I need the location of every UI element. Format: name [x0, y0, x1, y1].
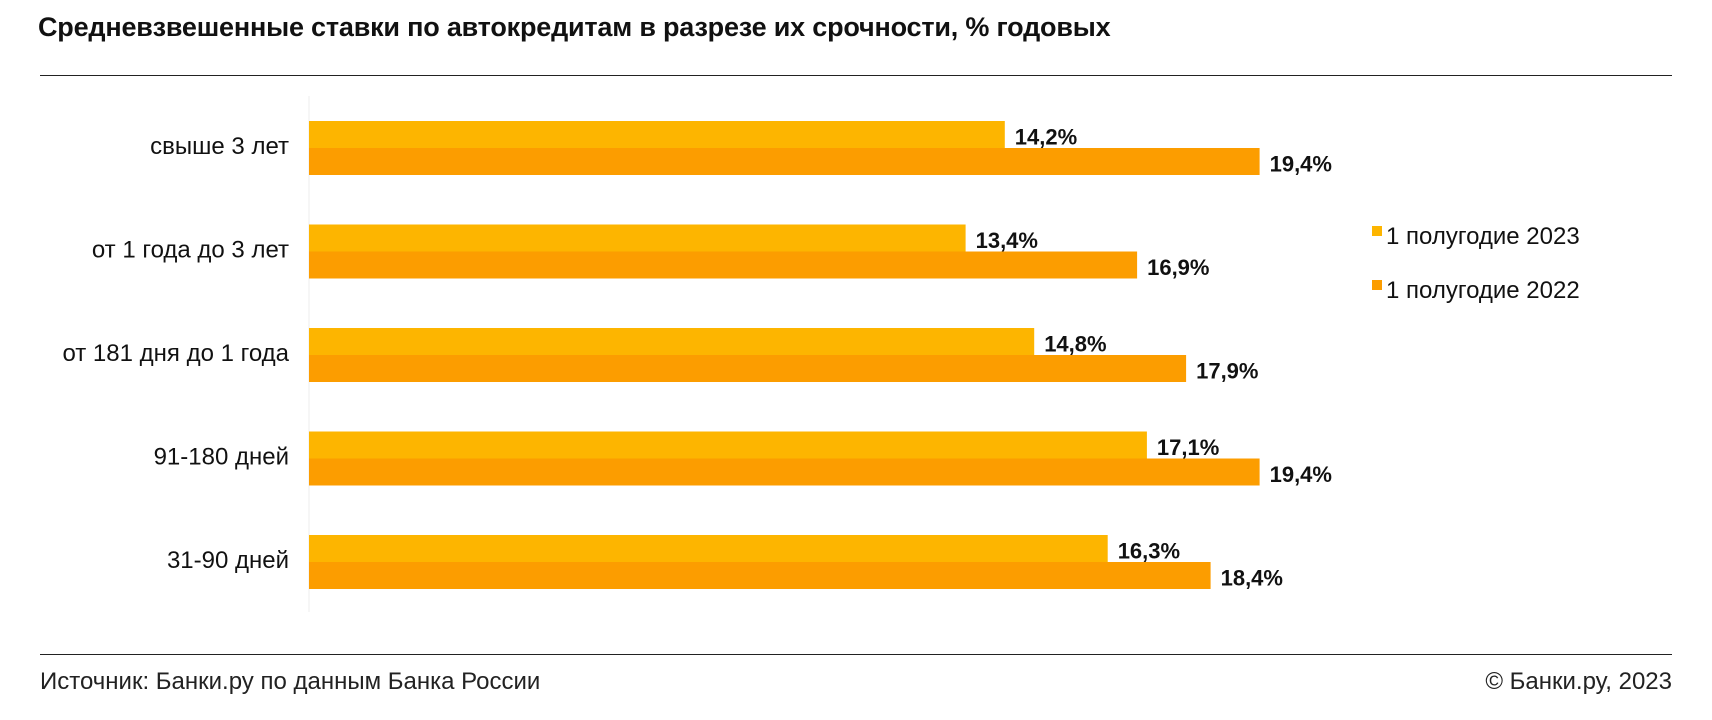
data-label: 14,8%	[1044, 332, 1106, 357]
data-label: 14,2%	[1015, 125, 1077, 150]
category-label: от 1 года до 3 лет	[92, 237, 289, 264]
data-label: 16,3%	[1118, 539, 1180, 564]
bar-chart: свыше 3 лет 14,2% 19,4% от 1 года до 3 лет 1…	[62, 96, 1580, 612]
copyright-note: © Банки.ру, 2023	[1485, 668, 1672, 695]
legend-swatch	[1372, 226, 1382, 236]
footer-divider	[40, 654, 1672, 655]
bar	[309, 251, 1138, 279]
data-label: 19,4%	[1270, 462, 1332, 487]
data-label: 19,4%	[1270, 152, 1332, 177]
source-note: Источник: Банки.ру по данным Банка Росси…	[40, 668, 541, 695]
bar	[309, 121, 1005, 148]
category-label: от 181 дня до 1 года	[62, 340, 289, 367]
bar	[309, 535, 1108, 562]
data-label: 16,9%	[1147, 255, 1209, 280]
legend-label: 1 полугодие 2022	[1386, 277, 1580, 304]
legend-swatch	[1372, 280, 1382, 290]
bar	[309, 562, 1211, 589]
data-label: 17,9%	[1196, 359, 1258, 384]
bar	[309, 355, 1187, 382]
data-label: 13,4%	[976, 228, 1038, 253]
bar	[309, 458, 1260, 486]
category-label: свыше 3 лет	[150, 133, 289, 160]
bar	[309, 431, 1147, 459]
category-label: 91-180 дней	[154, 444, 289, 471]
bar	[309, 328, 1035, 355]
title-divider	[40, 75, 1672, 76]
legend-label: 1 полугодие 2023	[1386, 223, 1580, 250]
category-label: 31-90 дней	[167, 547, 289, 574]
bar	[309, 148, 1260, 175]
bar	[309, 224, 966, 252]
chart-title: Средневзвешенные ставки по автокредитам …	[38, 12, 1111, 42]
data-label: 17,1%	[1157, 435, 1219, 460]
data-label: 18,4%	[1221, 566, 1283, 591]
